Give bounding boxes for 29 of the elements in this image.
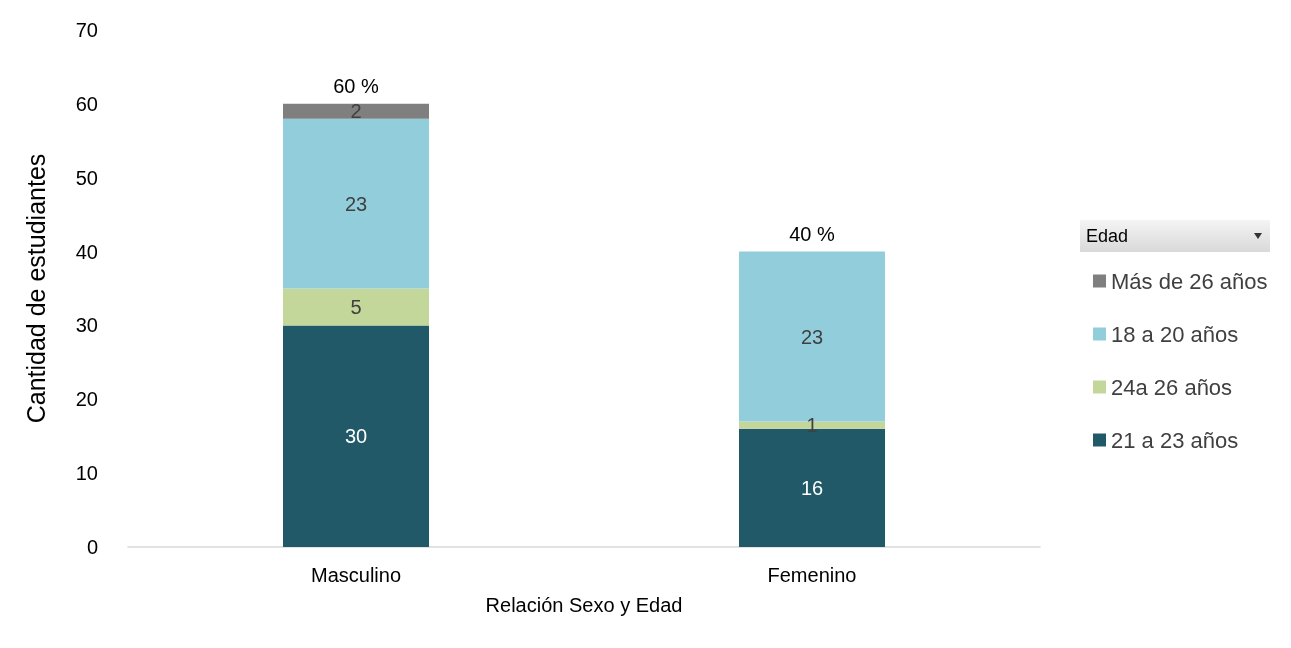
data-label: 2 xyxy=(350,100,362,123)
bar xyxy=(283,288,429,326)
total-label: 40 % xyxy=(789,222,836,245)
x-tick-label: Femenino xyxy=(767,564,857,586)
y-tick-label: 30 xyxy=(75,314,98,337)
total-label: 60 % xyxy=(333,74,380,97)
bar xyxy=(283,118,429,289)
data-label: 16 xyxy=(800,476,824,499)
legend-label: 24a 26 años xyxy=(1111,374,1233,400)
y-tick-label: 40 xyxy=(75,240,98,263)
data-label: 23 xyxy=(800,325,824,348)
y-tick-label: 10 xyxy=(75,462,98,485)
data-label: 5 xyxy=(350,295,362,318)
x-axis-title: Relación Sexo y Edad xyxy=(485,594,683,616)
x-tick-label: Masculino xyxy=(310,564,402,586)
y-tick-label: 50 xyxy=(75,166,98,189)
legend-title: Edad xyxy=(1086,226,1129,246)
y-tick-label: 0 xyxy=(86,536,98,558)
legend-label: 21 a 23 años xyxy=(1111,427,1239,453)
y-axis-title: Cantidad de estudiantes xyxy=(21,153,50,424)
y-tick-label: 60 xyxy=(75,92,98,115)
bar xyxy=(283,325,429,547)
legend-label: Más de 26 años xyxy=(1111,268,1268,294)
data-label: 23 xyxy=(344,192,368,215)
bar xyxy=(283,103,429,119)
y-tick-label: 70 xyxy=(75,19,98,41)
legend-label: 18 a 20 años xyxy=(1111,321,1239,347)
y-tick-label: 20 xyxy=(75,388,98,411)
data-label: 30 xyxy=(344,425,368,448)
